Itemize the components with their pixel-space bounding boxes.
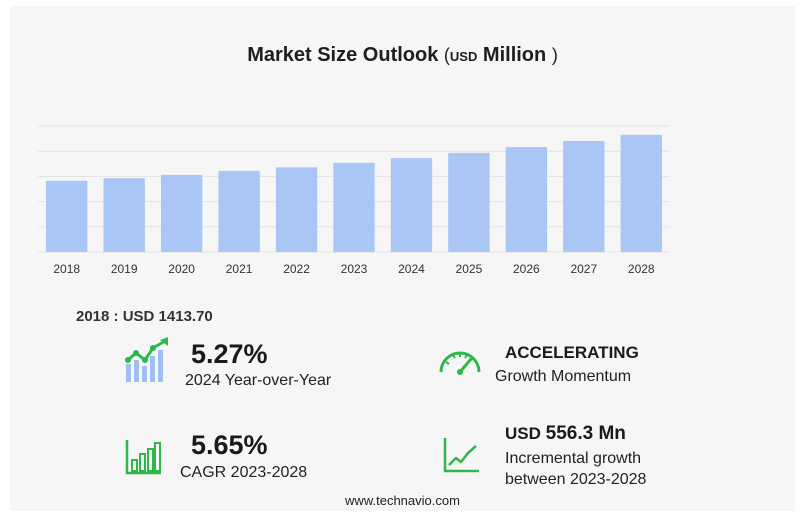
yoy-label: 2024 Year-over-Year xyxy=(185,372,332,389)
x-tick-label-2021: 2021 xyxy=(226,262,253,276)
x-tick-label-2019: 2019 xyxy=(111,262,138,276)
bar-2019 xyxy=(103,178,145,252)
growth-chart-icon xyxy=(125,337,168,382)
cagr-label: CAGR 2023-2028 xyxy=(180,464,308,481)
momentum-value: ACCELERATING xyxy=(505,343,639,362)
speedometer-icon xyxy=(439,351,481,375)
x-tick-label-2026: 2026 xyxy=(513,262,540,276)
bar-2023 xyxy=(333,162,375,252)
yoy-value: 5.27% xyxy=(191,339,268,369)
bar-2027 xyxy=(563,140,605,252)
x-tick-label-2022: 2022 xyxy=(283,262,310,276)
bar-2024 xyxy=(390,158,433,252)
incremental-value: USD 556.3 Mn xyxy=(505,423,626,445)
incremental-amount: 556.3 Mn xyxy=(545,423,626,444)
bar-2020 xyxy=(160,174,203,252)
x-tick-label-2023: 2023 xyxy=(341,262,368,276)
infographic-card: Market Size Outlook (USD Million ) 2018 2… xyxy=(10,6,795,511)
bar-2025 xyxy=(448,152,490,252)
incremental-label-1: Incremental growth xyxy=(505,450,642,467)
bar-2021 xyxy=(218,170,260,252)
base-year-value: 2018 : USD 1413.70 xyxy=(76,308,213,325)
incremental-label-2: between 2023-2028 xyxy=(505,471,647,488)
bar-chart-icon xyxy=(125,440,161,475)
title-close-paren: ) xyxy=(551,45,558,65)
momentum-label: Growth Momentum xyxy=(495,368,632,385)
x-tick-label-2024: 2024 xyxy=(398,262,425,276)
bar-2018 xyxy=(46,180,88,252)
bar-2022 xyxy=(275,167,318,252)
cagr-value: 5.65% xyxy=(191,430,268,460)
x-tick-label-2025: 2025 xyxy=(456,262,483,276)
incremental-prefix: USD xyxy=(505,424,541,443)
x-tick-label-2028: 2028 xyxy=(628,262,655,276)
x-tick-label-2027: 2027 xyxy=(570,262,597,276)
title-unit: USD xyxy=(449,49,478,64)
line-chart-icon xyxy=(443,438,479,473)
chart-title: Market Size Outlook (USD Million ) xyxy=(10,44,795,67)
bar-2028 xyxy=(620,134,662,252)
title-scale: Million xyxy=(482,44,547,66)
title-open-paren: ( xyxy=(443,45,450,65)
source-url: www.technavio.com xyxy=(345,493,460,508)
bar-chart: 2018 2019 2020 2021 2022 2023 2024 2025 2026 2027… xyxy=(38,125,670,276)
x-tick-label-2020: 2020 xyxy=(168,262,195,276)
bar-2026 xyxy=(505,147,548,252)
title-text: Market Size Outlook xyxy=(247,44,439,66)
x-tick-label-2018: 2018 xyxy=(53,262,80,276)
